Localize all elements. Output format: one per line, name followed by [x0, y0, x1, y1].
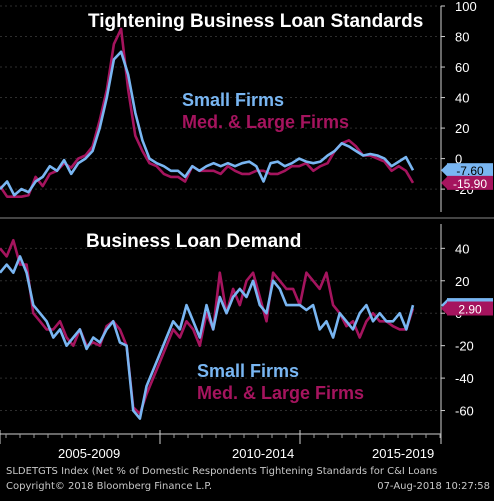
y-tick-label: -60	[455, 404, 474, 419]
end-marker-med-large-firms	[441, 176, 447, 189]
x-tick-label: 2015-2019	[372, 446, 434, 461]
y-tick-label: 100	[455, 0, 477, 14]
y-tick-label: 60	[455, 60, 469, 75]
series-line-med-large-firms	[0, 238, 415, 416]
y-tick-label: 20	[455, 274, 469, 289]
footer-timestamp: 07-Aug-2018 10:27:58	[377, 481, 490, 492]
x-tick-label: 2005-2009	[58, 446, 120, 461]
end-label-med-large-firms: -15.90	[453, 177, 487, 191]
legend-med-large-firms: Med. & Large Firms	[197, 383, 364, 403]
end-label-box-med-large-firms	[447, 175, 493, 190]
end-label-small-firms: -7.60	[456, 164, 484, 178]
end-label-box-small-firms	[447, 163, 493, 178]
series-line-small-firms	[0, 255, 415, 420]
y-tick-label: 40	[455, 91, 469, 106]
end-marker-small-firms	[441, 164, 447, 177]
y-tick-label: -20	[455, 339, 474, 354]
footer-source: SLDETGTS Index (Net % of Domestic Respon…	[6, 466, 438, 477]
end-label-box-med-large-firms	[447, 301, 493, 316]
y-tick-label: -40	[455, 371, 474, 386]
y-tick-label: 0	[455, 152, 462, 167]
series-line-med-large-firms	[0, 27, 415, 198]
chart-title: Business Loan Demand	[86, 231, 301, 252]
x-tick-label: 2010-2014	[232, 446, 294, 461]
legend-small-firms: Small Firms	[197, 361, 299, 381]
end-marker-med-large-firms	[441, 302, 447, 315]
footer-copyright: Copyright© 2018 Bloomberg Finance L.P.	[6, 481, 213, 492]
y-tick-label: 40	[455, 241, 469, 256]
y-tick-label: 80	[455, 30, 469, 45]
end-label-med-large-firms: 2.90	[458, 303, 482, 317]
series-line-small-firms	[0, 50, 415, 197]
y-tick-label: 20	[455, 121, 469, 136]
legend-med-large-firms: Med. & Large Firms	[182, 112, 349, 132]
legend-small-firms: Small Firms	[182, 90, 284, 110]
chart-title: Tightening Business Loan Standards	[88, 11, 423, 32]
